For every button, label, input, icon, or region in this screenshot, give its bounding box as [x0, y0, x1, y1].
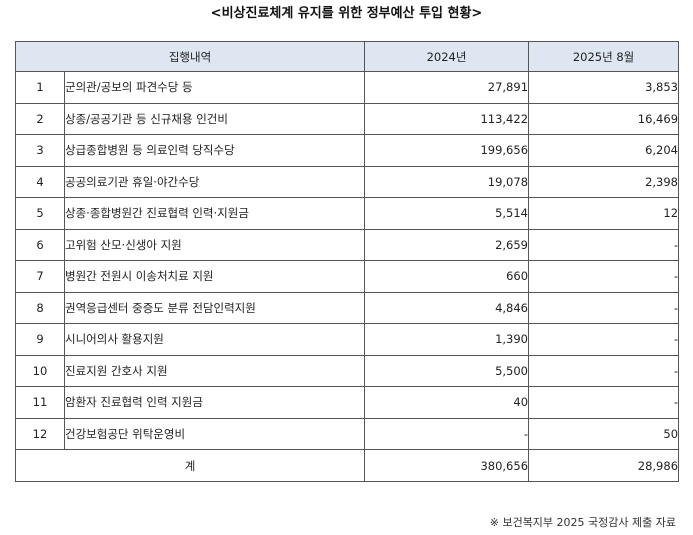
row-2024-value: 4,846 — [364, 291, 530, 324]
total-2025: 28,986 — [528, 449, 680, 482]
table-row: 9 시니어의사 활용지원 1,390- — [15, 323, 680, 356]
row-number: 8 — [15, 291, 65, 324]
row-2025-value: - — [528, 228, 680, 261]
row-2025-value: - — [528, 323, 680, 356]
header-item: 집행내역 — [14, 41, 366, 72]
table-row: 8 권역응급센터 중증도 분류 전담인력지원 4,846- — [15, 291, 680, 324]
row-2024-value: 5,514 — [364, 197, 530, 230]
row-number: 6 — [15, 228, 65, 261]
row-item: 상급종합병원 등 의료인력 당직수당 — [63, 134, 366, 167]
row-2025-value: 2,398 — [528, 165, 680, 198]
row-number: 2 — [15, 102, 65, 135]
row-number: 10 — [15, 354, 65, 387]
row-number: 9 — [15, 323, 65, 356]
table-row: 3 상급종합병원 등 의료인력 당직수당 199,656 6,204 — [15, 134, 680, 167]
row-item: 시니어의사 활용지원 — [63, 323, 366, 356]
table-row: 11 암환자 진료협력 인력 지원금 40- — [15, 386, 680, 419]
row-2025-value: - — [528, 354, 680, 387]
row-2025-value: 12 — [528, 197, 680, 230]
table-row: 7 병원간 전원시 이송처치료 지원 660- — [15, 260, 680, 293]
row-2024-value: 660 — [364, 260, 530, 293]
row-2024-value: 2,659 — [364, 228, 530, 261]
table-row: 6 고위험 산모·신생아 지원 2,659- — [15, 228, 680, 261]
row-item: 공공의료기관 휴일·야간수당 — [63, 165, 366, 198]
header-2024: 2024년 — [364, 41, 530, 72]
budget-table: 집행내역 2024년 2025년 8월 1 군의관/공보의 파견수당 등 27,89… — [14, 41, 680, 482]
header-2025: 2025년 8월 — [528, 41, 680, 72]
row-item: 암환자 진료협력 인력 지원금 — [63, 386, 366, 419]
row-2024-value: 113,422 — [364, 102, 530, 135]
table-row: 10 진료지원 간호사 지원 5,500- — [15, 354, 680, 387]
row-2025-value: - — [528, 260, 680, 293]
row-item: 진료지원 간호사 지원 — [63, 354, 366, 387]
row-number: 4 — [15, 165, 65, 198]
table-row: 4 공공의료기관 휴일·야간수당 19,078 2,398 — [15, 165, 680, 198]
row-item: 군의관/공보의 파견수당 등 — [63, 71, 366, 104]
row-2025-value: - — [528, 291, 680, 324]
row-2024-value: 5,500 — [364, 354, 530, 387]
table-row: 12 건강보험공단 위탁운영비 -50 — [15, 417, 680, 450]
total-2024: 380,656 — [364, 449, 530, 482]
row-2025-value: 6,204 — [528, 134, 680, 167]
row-2024-value: 27,891 — [364, 71, 530, 104]
row-number: 11 — [15, 386, 65, 419]
row-2024-value: 199,656 — [364, 134, 530, 167]
row-2024-value: 19,078 — [364, 165, 530, 198]
row-number: 12 — [15, 417, 65, 450]
row-item: 건강보험공단 위탁운영비 — [63, 417, 366, 450]
table-row: 5 상종·종합병원간 진료협력 인력·지원금 5,514 12 — [15, 197, 680, 230]
source-note: ※ 보건복지부 2025 국정감사 제출 자료 — [489, 516, 676, 529]
page-title: <비상진료체계 유지를 위한 정부예산 투입 현황> — [210, 6, 483, 21]
row-number: 5 — [15, 197, 65, 230]
row-2025-value: 50 — [528, 417, 680, 450]
row-item: 권역응급센터 중증도 분류 전담인력지원 — [63, 291, 366, 324]
row-number: 3 — [15, 134, 65, 167]
row-number: 1 — [15, 71, 65, 104]
row-2025-value: - — [528, 386, 680, 419]
table-row: 2 상종/공공기관 등 신규채용 인건비 113,422 16,469 — [15, 102, 680, 135]
row-number: 7 — [15, 260, 65, 293]
row-2024-value: 40 — [364, 386, 530, 419]
row-2025-value: 3,853 — [528, 71, 680, 104]
total-row: 계 380,656 28,986 — [14, 449, 680, 482]
total-label: 계 — [14, 449, 366, 482]
row-item: 상종·종합병원간 진료협력 인력·지원금 — [63, 197, 366, 230]
row-2024-value: 1,390 — [364, 323, 530, 356]
row-item: 고위험 산모·신생아 지원 — [63, 228, 366, 261]
row-2024-value: - — [364, 417, 530, 450]
row-item: 상종/공공기관 등 신규채용 인건비 — [63, 102, 366, 135]
table-row: 1 군의관/공보의 파견수당 등 27,891 3,853 — [15, 71, 680, 104]
table-header-row: 집행내역 2024년 2025년 8월 — [14, 41, 680, 72]
row-2025-value: 16,469 — [528, 102, 680, 135]
row-item: 병원간 전원시 이송처치료 지원 — [63, 260, 366, 293]
